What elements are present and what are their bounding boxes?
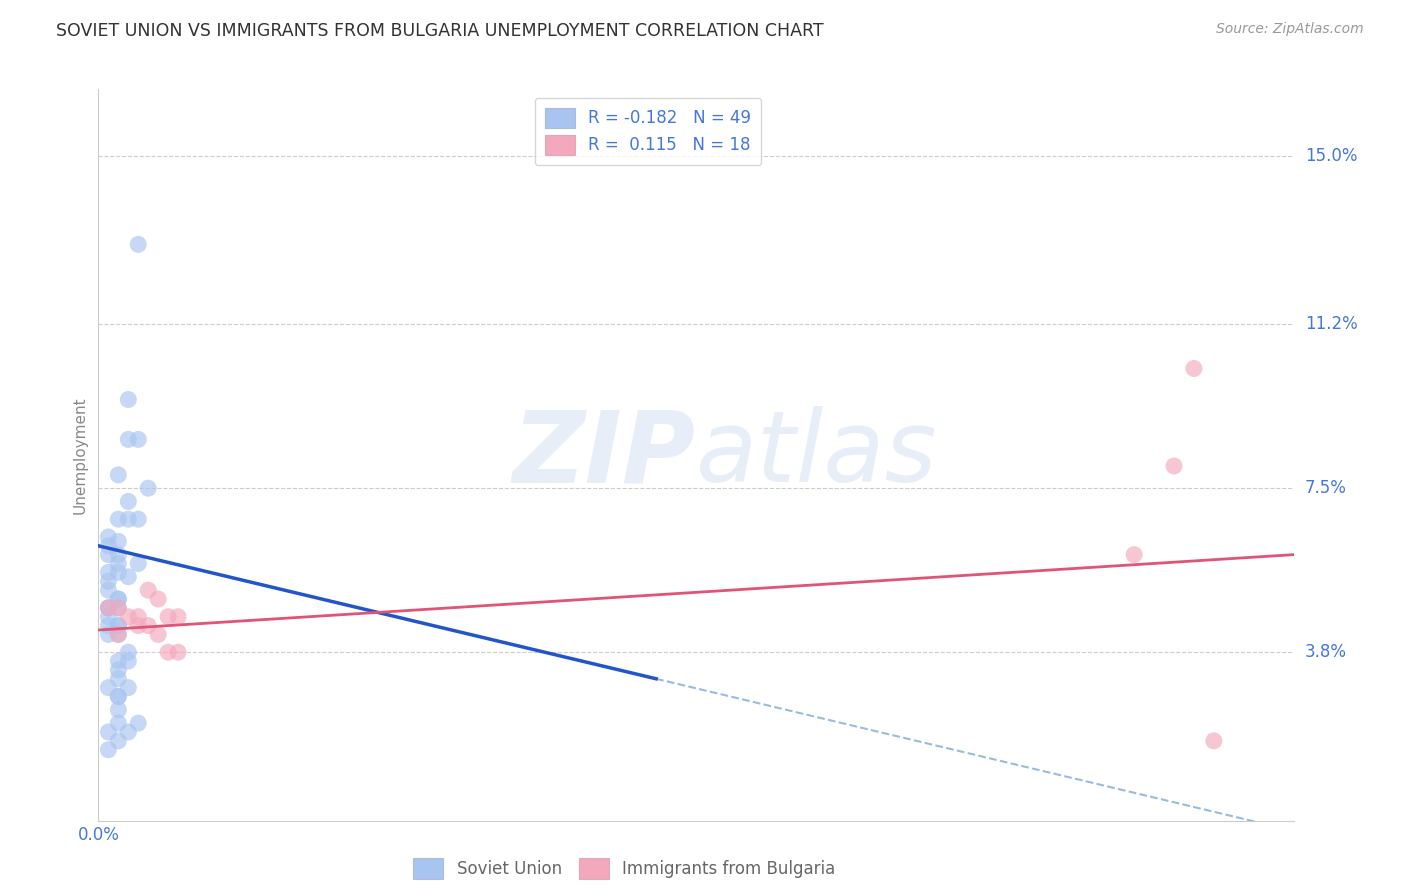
- Point: [107, 703, 129, 717]
- Point: [97, 627, 120, 641]
- Point: [117, 494, 139, 508]
- Point: [97, 600, 120, 615]
- Point: [117, 609, 139, 624]
- Point: [107, 566, 129, 580]
- Point: [107, 512, 129, 526]
- Point: [167, 645, 190, 659]
- Point: [117, 570, 139, 584]
- Text: ZIP: ZIP: [513, 407, 696, 503]
- Point: [97, 530, 120, 544]
- Point: [97, 566, 120, 580]
- Point: [117, 645, 139, 659]
- Point: [107, 672, 129, 686]
- Point: [97, 681, 120, 695]
- Point: [107, 654, 129, 668]
- Point: [127, 618, 149, 632]
- Point: [107, 663, 129, 677]
- Text: 7.5%: 7.5%: [1305, 479, 1347, 497]
- Point: [107, 600, 129, 615]
- Text: SOVIET UNION VS IMMIGRANTS FROM BULGARIA UNEMPLOYMENT CORRELATION CHART: SOVIET UNION VS IMMIGRANTS FROM BULGARIA…: [56, 22, 824, 40]
- Text: 15.0%: 15.0%: [1305, 146, 1357, 165]
- Point: [107, 690, 129, 704]
- Point: [107, 592, 129, 607]
- Point: [107, 467, 129, 482]
- Legend: Soviet Union, Immigrants from Bulgaria: Soviet Union, Immigrants from Bulgaria: [406, 852, 842, 886]
- Point: [97, 600, 120, 615]
- Point: [107, 690, 129, 704]
- Point: [136, 618, 159, 632]
- Point: [97, 742, 120, 756]
- Point: [127, 433, 149, 447]
- Point: [1163, 458, 1185, 473]
- Text: 11.2%: 11.2%: [1305, 315, 1357, 333]
- Point: [97, 574, 120, 589]
- Point: [107, 716, 129, 731]
- Point: [107, 548, 129, 562]
- Point: [97, 618, 120, 632]
- Point: [107, 627, 129, 641]
- Point: [97, 600, 120, 615]
- Point: [148, 627, 170, 641]
- Point: [127, 716, 149, 731]
- Point: [107, 534, 129, 549]
- Point: [117, 512, 139, 526]
- Point: [157, 609, 180, 624]
- Point: [107, 618, 129, 632]
- Point: [136, 481, 159, 495]
- Point: [1123, 548, 1146, 562]
- Point: [148, 592, 170, 607]
- Point: [117, 681, 139, 695]
- Point: [97, 583, 120, 598]
- Point: [107, 618, 129, 632]
- Point: [97, 548, 120, 562]
- Point: [117, 392, 139, 407]
- Point: [157, 645, 180, 659]
- Point: [136, 583, 159, 598]
- Point: [1202, 734, 1225, 748]
- Text: 0.0%: 0.0%: [77, 827, 120, 845]
- Point: [117, 433, 139, 447]
- Point: [97, 539, 120, 553]
- Y-axis label: Unemployment: Unemployment: [72, 396, 87, 514]
- Point: [167, 609, 190, 624]
- Point: [107, 600, 129, 615]
- Point: [127, 237, 149, 252]
- Point: [107, 734, 129, 748]
- Point: [107, 557, 129, 571]
- Point: [127, 609, 149, 624]
- Point: [127, 512, 149, 526]
- Point: [97, 609, 120, 624]
- Text: atlas: atlas: [696, 407, 938, 503]
- Text: 3.8%: 3.8%: [1305, 643, 1347, 661]
- Point: [117, 725, 139, 739]
- Point: [127, 557, 149, 571]
- Text: Source: ZipAtlas.com: Source: ZipAtlas.com: [1216, 22, 1364, 37]
- Point: [117, 654, 139, 668]
- Point: [1182, 361, 1205, 376]
- Point: [107, 592, 129, 607]
- Point: [97, 725, 120, 739]
- Point: [107, 627, 129, 641]
